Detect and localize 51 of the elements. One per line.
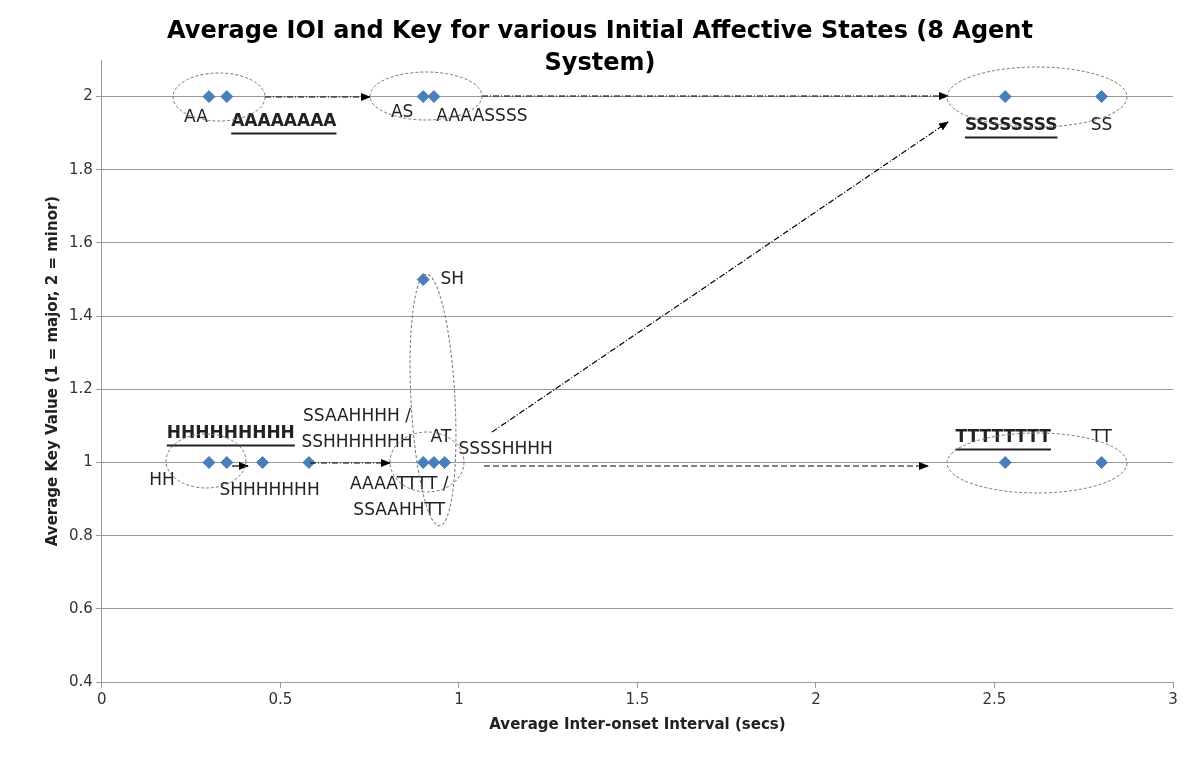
y-tick-label: 1.4 bbox=[69, 306, 93, 325]
x-tick-label: 0.5 bbox=[268, 689, 293, 708]
annotation: HHHHHHHHH bbox=[166, 421, 295, 442]
point bbox=[1095, 455, 1109, 469]
annotation: SHHHHHHH bbox=[219, 478, 320, 499]
point bbox=[416, 455, 430, 469]
annotation: HH bbox=[149, 468, 175, 489]
y-tick-label: 1.2 bbox=[69, 379, 93, 398]
annotation: AT bbox=[430, 425, 452, 446]
point bbox=[220, 90, 234, 104]
point bbox=[438, 455, 452, 469]
x-tick-label: 2.5 bbox=[982, 689, 1007, 708]
annotation: SSSSSSSS bbox=[964, 114, 1058, 135]
point bbox=[416, 273, 430, 287]
annotation: AS bbox=[390, 101, 414, 122]
point bbox=[427, 455, 441, 469]
x-tick-label: 3 bbox=[1168, 689, 1178, 708]
annotation: AAAAAAAA bbox=[231, 110, 338, 131]
annotation: AAAASSSS bbox=[436, 105, 528, 126]
point bbox=[998, 90, 1012, 104]
y-axis-title: Average Key Value (1 = major, 2 = minor) bbox=[42, 195, 61, 547]
y-tick-label: 0.8 bbox=[69, 525, 93, 544]
annotation: AA bbox=[184, 106, 209, 127]
y-tick-label: 0.4 bbox=[69, 671, 93, 690]
annotation: SH bbox=[440, 267, 464, 288]
y-tick-label: 1.6 bbox=[69, 232, 93, 251]
x-tick-label: 2 bbox=[811, 689, 821, 708]
annotation: SS bbox=[1090, 114, 1113, 135]
x-tick-label: 0 bbox=[97, 689, 107, 708]
point bbox=[998, 455, 1012, 469]
annotation: SSSSHHHH bbox=[458, 437, 553, 458]
y-tick-label: 0.6 bbox=[69, 598, 93, 617]
annotation: AAAATTTT / SSAAHHTT bbox=[350, 472, 449, 519]
point bbox=[427, 90, 441, 104]
annotation: TTTTTTTT bbox=[955, 425, 1052, 446]
x-tick-label: 1.5 bbox=[625, 689, 650, 708]
x-tick-label: 1 bbox=[454, 689, 464, 708]
y-tick-label: 2 bbox=[83, 86, 93, 105]
point bbox=[220, 455, 234, 469]
point bbox=[202, 455, 216, 469]
point bbox=[1095, 90, 1109, 104]
annotation: TT bbox=[1090, 425, 1113, 446]
y-tick-label: 1.8 bbox=[69, 159, 93, 178]
annotation: SSAAHHHH / SSHHHHHHH bbox=[301, 404, 413, 451]
point bbox=[416, 90, 430, 104]
point bbox=[302, 455, 316, 469]
x-axis-title: Average Inter-onset Interval (secs) bbox=[489, 714, 786, 733]
y-tick-label: 1 bbox=[83, 452, 93, 471]
chart-title: Average IOI and Key for various Initial Affective States (8 Agent System) bbox=[166, 15, 1034, 78]
point bbox=[256, 455, 270, 469]
point bbox=[202, 90, 216, 104]
